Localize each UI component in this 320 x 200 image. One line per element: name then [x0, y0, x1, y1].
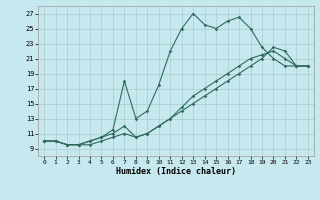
X-axis label: Humidex (Indice chaleur): Humidex (Indice chaleur) [116, 167, 236, 176]
